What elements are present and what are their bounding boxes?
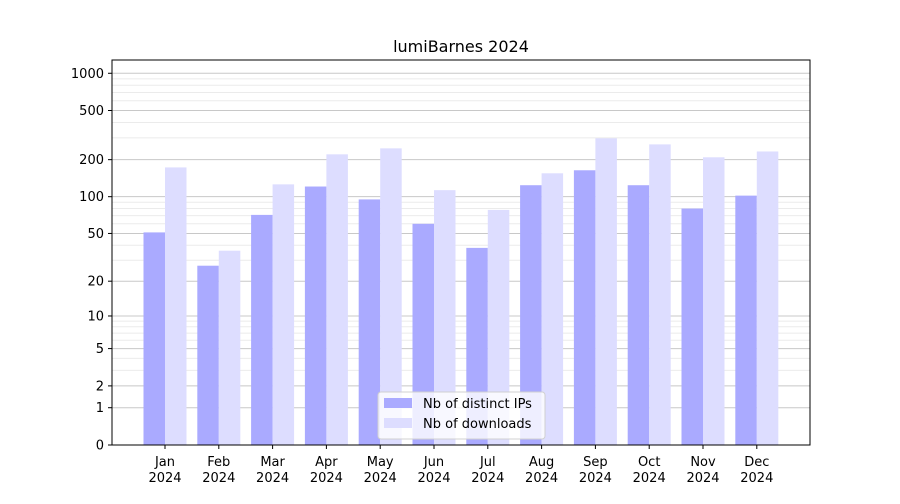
plot-frame: [111, 59, 811, 446]
chart-title: lumiBarnes 2024: [393, 37, 529, 56]
bar-distinct-ips: [627, 185, 650, 445]
x-tick-label: Jul 2024: [471, 455, 504, 486]
bar-distinct-ips: [412, 223, 434, 445]
legend: Nb of distinct IPs Nb of downloads: [377, 391, 546, 440]
x-tick-label: Feb 2024: [202, 455, 235, 486]
bar-downloads: [541, 173, 564, 446]
bar-distinct-ips: [197, 265, 219, 445]
bar-downloads: [218, 250, 241, 445]
x-tick-label: Jun 2024: [417, 455, 450, 486]
y-tick-label: 500: [79, 104, 104, 119]
y-tick-label: 20: [87, 275, 104, 290]
y-tick-label: 1000: [71, 67, 104, 82]
x-tick-label: Apr 2024: [310, 455, 343, 486]
y-tick-label: 5: [96, 342, 104, 357]
bar-downloads: [165, 167, 187, 445]
bar-downloads: [649, 144, 671, 445]
bar-downloads: [487, 209, 510, 445]
x-tick-label: Dec 2024: [740, 455, 773, 486]
bar-downloads: [434, 190, 456, 445]
y-tick-label: 10: [87, 309, 104, 324]
x-axis: Jan 2024 Feb 2024 Mar 2024 Apr 2024 May 2024 Jun 20…: [148, 445, 773, 486]
bar-distinct-ips: [735, 195, 757, 445]
y-tick-label: 1: [96, 401, 104, 416]
legend-label: Nb of distinct IPs: [423, 397, 532, 412]
bar-downloads: [380, 148, 402, 445]
y-tick-label: 50: [87, 227, 104, 242]
legend-box: [377, 391, 546, 440]
legend-swatch: [384, 418, 412, 428]
x-tick-label: Nov 2024: [686, 455, 719, 486]
bar-downloads: [326, 154, 348, 445]
x-tick-label: Sep 2024: [579, 455, 612, 486]
bar-downloads: [595, 138, 617, 445]
bar-distinct-ips: [251, 214, 273, 445]
bar-distinct-ips: [358, 199, 381, 445]
bars: [143, 138, 779, 446]
y-tick-label: 0: [96, 439, 104, 454]
y-tick-label: 200: [79, 153, 104, 168]
bar-downloads: [272, 184, 295, 445]
bar-downloads: [756, 151, 779, 446]
y-tick-label: 100: [79, 190, 104, 205]
bar-distinct-ips: [143, 232, 165, 445]
x-tick-label: Jan 2024: [148, 455, 181, 486]
x-tick-label: May 2024: [364, 455, 397, 486]
bar-distinct-ips: [681, 208, 703, 445]
bar-distinct-ips: [304, 186, 327, 445]
x-tick-label: Oct 2024: [633, 455, 666, 486]
bar-distinct-ips: [520, 185, 542, 445]
bar-downloads: [703, 157, 725, 445]
bar-distinct-ips: [573, 170, 596, 445]
y-tick-label: 2: [96, 379, 104, 394]
x-tick-label: Mar 2024: [256, 455, 289, 486]
legend-label: Nb of downloads: [423, 417, 532, 432]
legend-swatch: [384, 398, 412, 408]
y-axis: 0 1 2 5 10 20 50 100 200 500 1000: [71, 67, 112, 454]
x-tick-label: Aug 2024: [525, 455, 558, 486]
